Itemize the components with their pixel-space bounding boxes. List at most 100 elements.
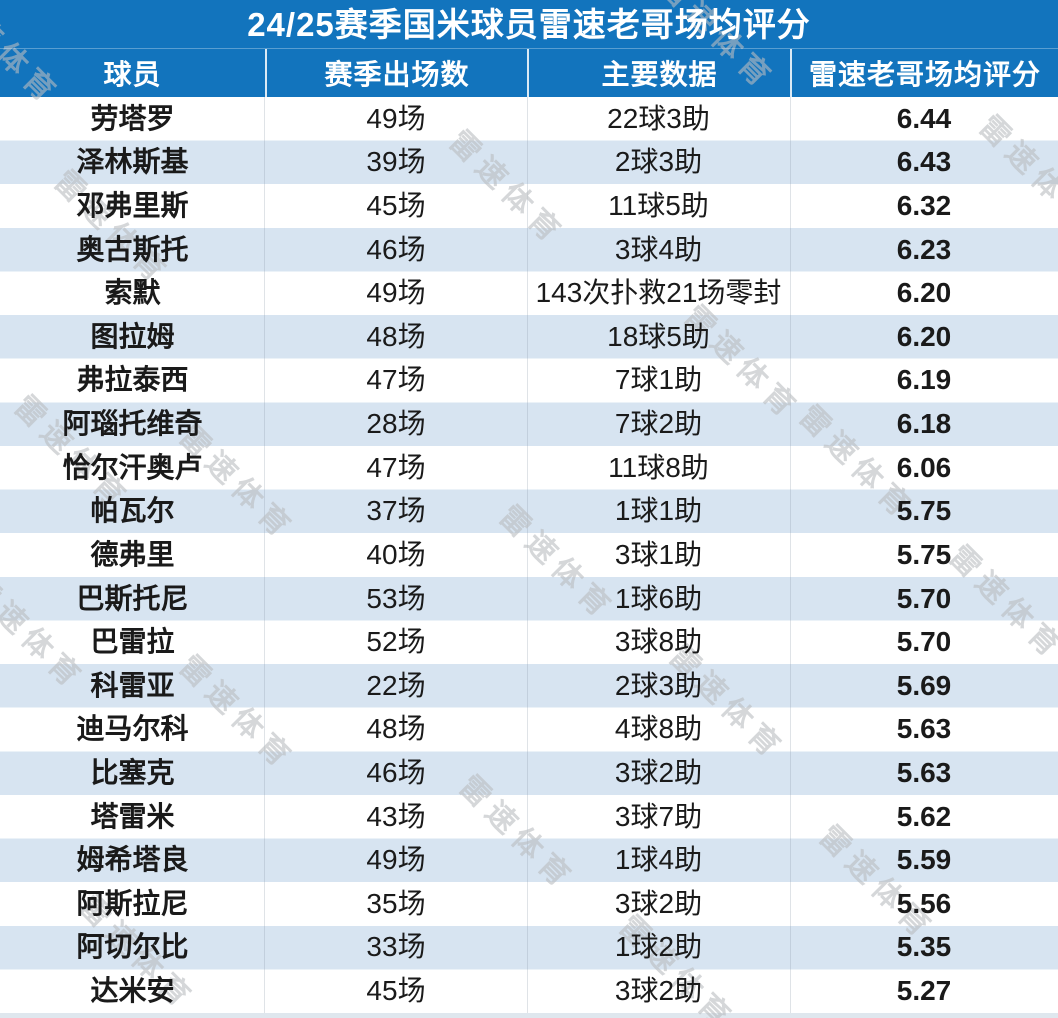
column-divider xyxy=(527,97,528,1013)
rating-cell: 6.44 xyxy=(896,102,952,134)
appearances-cell: 47场 xyxy=(366,451,426,483)
table-row: 奥古斯托 46场 3球4助 6.23 xyxy=(0,228,1058,272)
appearances-cell: 39场 xyxy=(366,146,426,178)
key-stats-cell: 11球8助 xyxy=(608,451,709,483)
player-cell: 科雷亚 xyxy=(90,669,175,701)
rating-cell: 5.63 xyxy=(896,713,952,745)
player-cell: 劳塔罗 xyxy=(90,102,175,134)
rating-cell: 6.19 xyxy=(896,364,952,396)
table-row: 巴雷拉 52场 3球8助 5.70 xyxy=(0,620,1058,664)
rating-cell: 5.63 xyxy=(896,756,952,788)
table-row: 比塞克 46场 3球2助 5.63 xyxy=(0,751,1058,795)
column-header-appearances: 赛季出场数 xyxy=(265,49,527,97)
rating-cell: 5.27 xyxy=(896,974,952,1006)
rating-cell: 5.75 xyxy=(896,495,952,527)
key-stats-cell: 1球2助 xyxy=(614,931,703,963)
column-divider xyxy=(790,97,791,1013)
key-stats-cell: 3球4助 xyxy=(614,233,703,265)
rating-cell: 5.35 xyxy=(896,931,952,963)
appearances-cell: 48场 xyxy=(366,713,426,745)
rating-cell: 6.43 xyxy=(896,146,952,178)
table-row: 德弗里 40场 3球1助 5.75 xyxy=(0,533,1058,577)
rating-cell: 5.75 xyxy=(896,538,952,570)
appearances-cell: 46场 xyxy=(366,756,426,788)
player-cell: 阿切尔比 xyxy=(76,931,189,963)
appearances-cell: 22场 xyxy=(366,669,426,701)
player-cell: 阿斯拉尼 xyxy=(76,887,189,919)
table-row: 科雷亚 22场 2球3助 5.69 xyxy=(0,664,1058,708)
key-stats-cell: 3球1助 xyxy=(614,538,703,570)
key-stats-cell: 18球5助 xyxy=(607,320,710,352)
key-stats-cell: 1球4助 xyxy=(614,844,703,876)
table-row: 邓弗里斯 45场 11球5助 6.32 xyxy=(0,184,1058,228)
appearances-cell: 49场 xyxy=(366,102,426,134)
rating-cell: 6.18 xyxy=(896,408,952,440)
player-cell: 恰尔汗奥卢 xyxy=(62,451,203,483)
table-row: 劳塔罗 49场 22球3助 6.44 xyxy=(0,97,1058,141)
rating-cell: 6.06 xyxy=(896,451,952,483)
appearances-cell: 47场 xyxy=(366,364,426,396)
key-stats-cell: 1球6助 xyxy=(614,582,703,614)
table-row: 索默 49场 143次扑救21场零封 6.20 xyxy=(0,271,1058,315)
key-stats-cell: 1球1助 xyxy=(614,495,703,527)
rating-cell: 5.70 xyxy=(896,626,952,658)
key-stats-cell: 2球3助 xyxy=(614,146,703,178)
rating-cell: 5.69 xyxy=(896,669,952,701)
player-cell: 比塞克 xyxy=(90,756,175,788)
rating-cell: 5.59 xyxy=(896,844,952,876)
table-row: 恰尔汗奥卢 47场 11球8助 6.06 xyxy=(0,446,1058,490)
key-stats-cell: 7球2助 xyxy=(614,408,703,440)
player-cell: 德弗里 xyxy=(90,538,175,570)
player-cell: 塔雷米 xyxy=(90,800,175,832)
player-cell: 迪马尔科 xyxy=(76,713,189,745)
key-stats-cell: 3球2助 xyxy=(614,887,703,919)
player-cell: 姆希塔良 xyxy=(76,844,189,876)
table-body: 劳塔罗 49场 22球3助 6.44 泽林斯基 39场 2球3助 6.43 邓弗… xyxy=(0,97,1058,1013)
player-cell: 图拉姆 xyxy=(90,320,175,352)
table-row: 塔雷米 43场 3球7助 5.62 xyxy=(0,795,1058,839)
player-cell: 阿瑙托维奇 xyxy=(62,408,203,440)
key-stats-cell: 11球5助 xyxy=(608,190,709,222)
key-stats-cell: 3球2助 xyxy=(614,974,703,1006)
title-bar: 24/25赛季国米球员雷速老哥场均评分 xyxy=(0,0,1058,48)
column-divider xyxy=(264,97,265,1013)
player-cell: 弗拉泰西 xyxy=(76,364,189,396)
player-cell: 索默 xyxy=(104,277,161,309)
rating-cell: 6.20 xyxy=(896,277,952,309)
table-row: 阿斯拉尼 35场 3球2助 5.56 xyxy=(0,882,1058,926)
appearances-cell: 46场 xyxy=(366,233,426,265)
table-row: 弗拉泰西 47场 7球1助 6.19 xyxy=(0,359,1058,403)
column-header-player: 球员 xyxy=(103,59,162,90)
appearances-cell: 28场 xyxy=(366,408,426,440)
appearances-cell: 37场 xyxy=(366,495,426,527)
rating-cell: 6.32 xyxy=(896,190,952,222)
key-stats-cell: 143次扑救21场零封 xyxy=(535,277,782,309)
player-cell: 达米安 xyxy=(90,974,175,1006)
table-row: 阿瑙托维奇 28场 7球2助 6.18 xyxy=(0,402,1058,446)
appearances-cell: 35场 xyxy=(366,887,426,919)
table-row: 巴斯托尼 53场 1球6助 5.70 xyxy=(0,577,1058,621)
appearances-cell: 45场 xyxy=(366,974,426,1006)
appearances-cell: 49场 xyxy=(366,844,426,876)
player-cell: 泽林斯基 xyxy=(76,146,189,178)
header-background xyxy=(0,0,1058,97)
appearances-cell: 49场 xyxy=(366,277,426,309)
appearances-cell: 52场 xyxy=(366,626,426,658)
rating-cell: 5.56 xyxy=(896,887,952,919)
player-cell: 巴斯托尼 xyxy=(76,582,189,614)
player-cell: 帕瓦尔 xyxy=(90,495,175,527)
row-stripes-background xyxy=(0,97,1058,1013)
table-row: 帕瓦尔 37场 1球1助 5.75 xyxy=(0,489,1058,533)
key-stats-cell: 3球7助 xyxy=(614,800,703,832)
table-row: 图拉姆 48场 18球5助 6.20 xyxy=(0,315,1058,359)
table-row: 迪马尔科 48场 4球8助 5.63 xyxy=(0,708,1058,752)
column-header-key-stats: 主要数据 xyxy=(527,49,790,97)
rating-cell: 5.70 xyxy=(896,582,952,614)
table-row: 达米安 45场 3球2助 5.27 xyxy=(0,969,1058,1013)
page-title: 24/25赛季国米球员雷速老哥场均评分 xyxy=(247,5,811,43)
rating-cell: 5.62 xyxy=(896,800,952,832)
rating-cell: 6.23 xyxy=(896,233,952,265)
